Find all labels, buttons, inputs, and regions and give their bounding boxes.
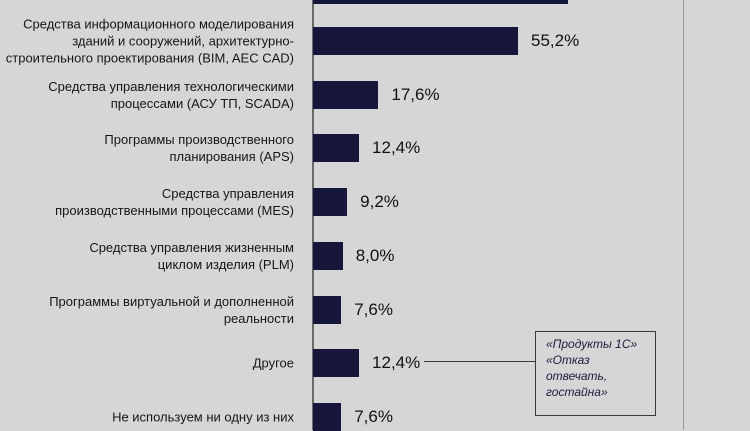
frame-border — [683, 0, 684, 430]
bar — [313, 80, 379, 109]
category-label: Средства управления технологическими про… — [48, 78, 294, 111]
annotation-line: «Отказ — [546, 353, 590, 367]
value-label: 12,4% — [372, 353, 421, 373]
value-label: 7,6% — [354, 406, 393, 426]
value-label: 7,6% — [354, 299, 393, 319]
category-label: Программы виртуальной и дополненной реал… — [49, 293, 294, 326]
annotation-connector — [424, 361, 535, 362]
category-label: Программы производственного планирования… — [104, 132, 294, 165]
bar — [313, 134, 360, 163]
value-label: 17,6% — [391, 84, 440, 104]
category-axis-line — [312, 0, 314, 430]
category-label: Средства управления производственными пр… — [55, 186, 294, 219]
bar — [313, 241, 343, 270]
value-label: 12,4% — [372, 138, 421, 158]
value-label: 8,0% — [355, 245, 395, 265]
bar — [313, 295, 342, 324]
category-label: Средства управления жизненным циклом изд… — [89, 239, 294, 272]
annotation-line: «Продукты 1С» — [546, 337, 638, 351]
category-label: Другое — [252, 355, 294, 371]
annotation-box: «Продукты 1С» «Отказ отвечать, гостайна» — [535, 331, 656, 416]
value-label: 9,2% — [360, 192, 399, 212]
bar — [313, 349, 360, 378]
value-label: 55,2% — [531, 31, 580, 50]
bar — [313, 27, 518, 55]
clipped-top-bar — [313, 0, 568, 4]
annotation-line: отвечать, — [546, 369, 608, 383]
bar — [313, 188, 348, 217]
bar — [313, 402, 342, 431]
category-label: Не используем ни одну из них — [112, 409, 294, 425]
annotation-line: гостайна» — [546, 385, 608, 399]
category-label: Средства информационного моделирования з… — [5, 16, 294, 66]
